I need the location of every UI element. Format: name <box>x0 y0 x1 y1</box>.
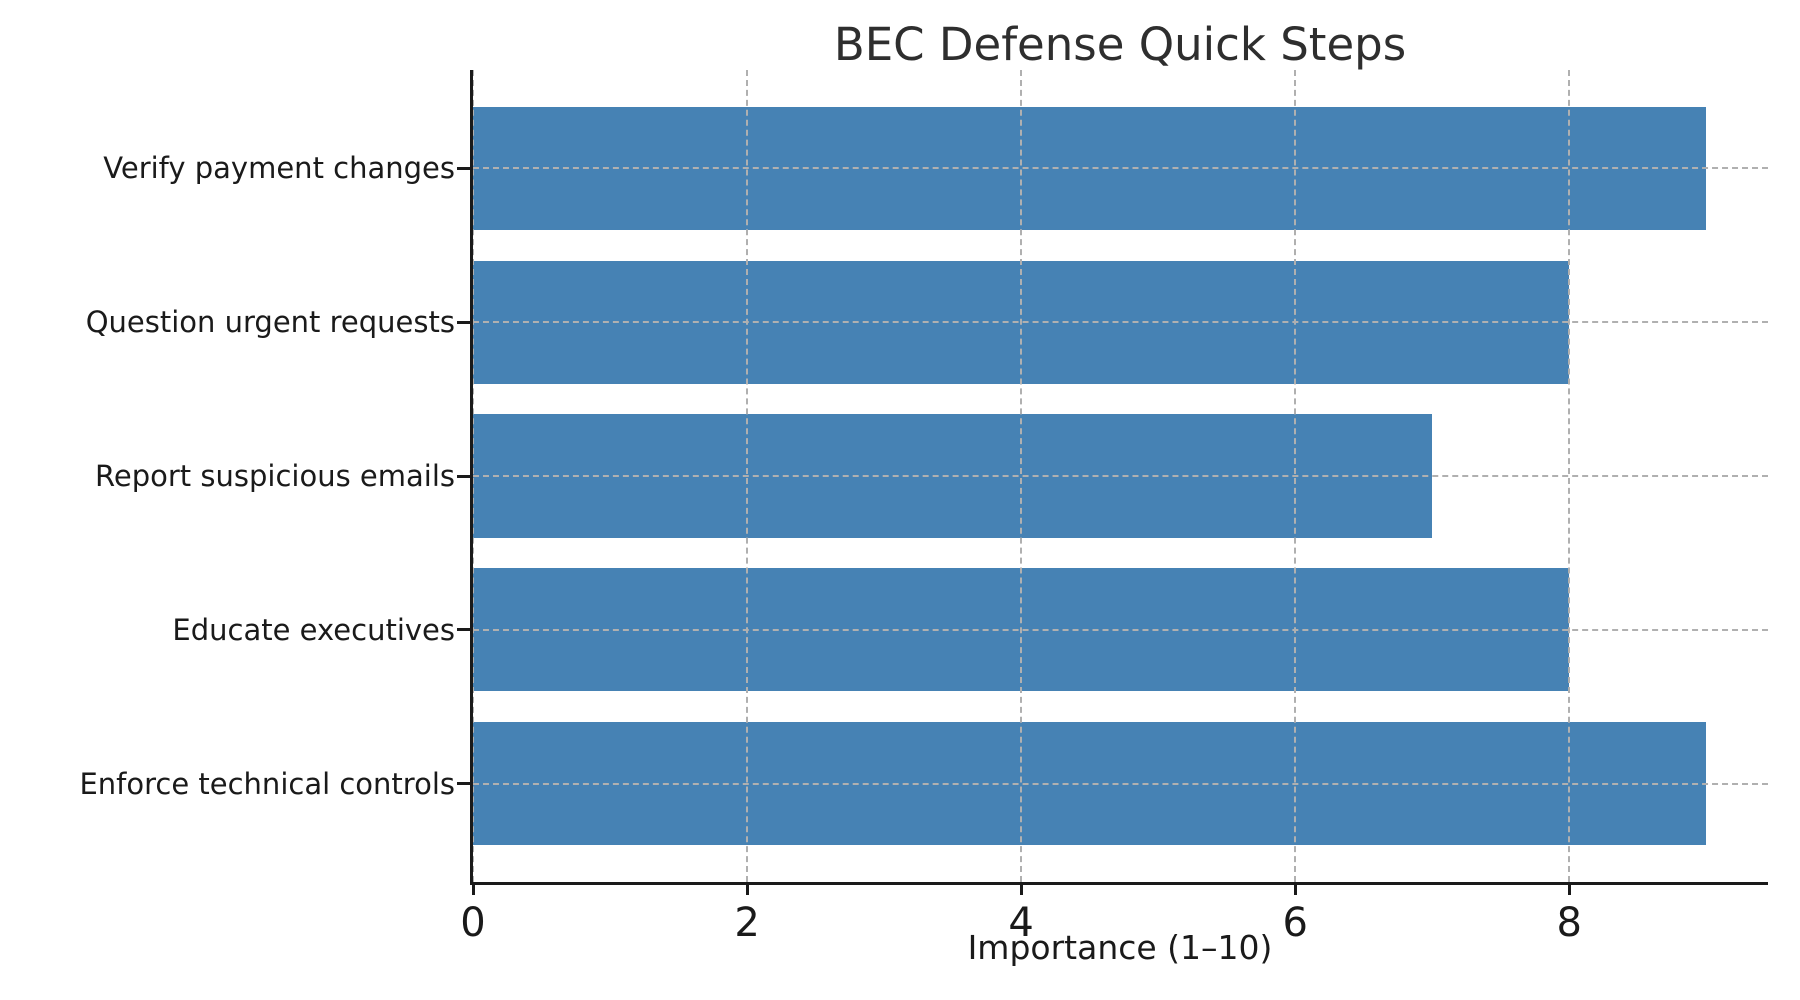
x-tick <box>1567 882 1571 895</box>
y-tick-label: Verify payment changes <box>103 151 455 186</box>
y-tick-label: Report suspicious emails <box>95 459 455 493</box>
x-tick <box>471 882 475 895</box>
x-spine <box>470 882 1768 885</box>
y-gridline <box>473 167 1768 170</box>
y-gridline <box>473 321 1768 324</box>
x-axis-label: Importance (1–10) <box>967 928 1273 967</box>
y-tick <box>457 320 470 324</box>
x-tick-label: 8 <box>1556 900 1583 946</box>
y-gridline <box>473 628 1768 631</box>
x-tick-label: 0 <box>460 900 486 946</box>
x-tick-label: 2 <box>734 900 760 946</box>
y-tick-label: Enforce technical controls <box>79 766 455 801</box>
y-spine <box>470 70 473 885</box>
y-tick-label: Question urgent requests <box>85 305 455 340</box>
x-tick <box>745 882 749 895</box>
y-gridline <box>473 782 1768 785</box>
y-tick <box>457 166 470 170</box>
y-gridline <box>473 475 1768 477</box>
y-tick-label: Educate executives <box>172 612 455 647</box>
y-tick <box>457 628 470 632</box>
x-tick <box>1019 882 1023 895</box>
plot-area <box>472 70 1768 882</box>
y-tick <box>457 782 470 786</box>
x-tick-label: 4 <box>1008 900 1034 946</box>
y-tick <box>457 474 470 478</box>
x-tick-label: 6 <box>1282 900 1308 946</box>
x-tick <box>1293 882 1297 895</box>
chart-title: BEC Defense Quick Steps <box>833 18 1407 71</box>
